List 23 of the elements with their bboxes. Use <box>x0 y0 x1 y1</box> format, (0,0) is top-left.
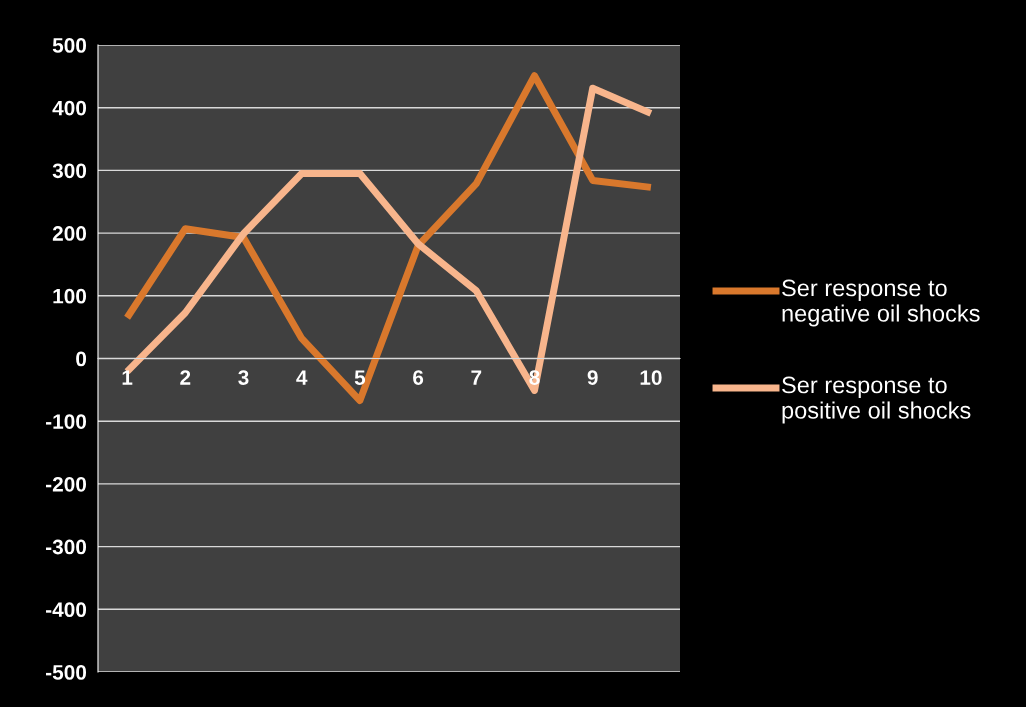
y-tick-label: -300 <box>46 539 87 555</box>
x-tick-label: 9 <box>587 370 598 385</box>
x-tick-label: 3 <box>238 370 249 385</box>
y-tick-label: 400 <box>52 100 87 116</box>
x-tick-label: 4 <box>296 370 308 385</box>
x-tick-label: 10 <box>640 370 662 385</box>
y-tick-label: -500 <box>46 665 87 680</box>
legend-label: Ser response to positive oil shocks <box>782 376 971 424</box>
x-tick-label: 5 <box>354 370 366 385</box>
y-tick-label: 200 <box>52 226 87 241</box>
y-tick-label: 100 <box>53 288 87 304</box>
x-tick-label: 8 <box>529 370 540 385</box>
y-tick-label: -100 <box>46 414 87 429</box>
y-tick-label: 300 <box>52 163 87 179</box>
y-tick-label: 500 <box>52 38 87 53</box>
x-tick-label: 7 <box>471 370 482 385</box>
x-tick-label: 2 <box>180 370 191 385</box>
x-tick-label: 6 <box>413 370 424 385</box>
y-tick-label: -200 <box>46 476 87 492</box>
y-tick-label: -400 <box>46 602 87 618</box>
y-tick-label: 0 <box>76 351 87 367</box>
x-tick-label: 1 <box>122 370 133 385</box>
legend-label: Ser response to negative oil shocks <box>782 279 980 327</box>
